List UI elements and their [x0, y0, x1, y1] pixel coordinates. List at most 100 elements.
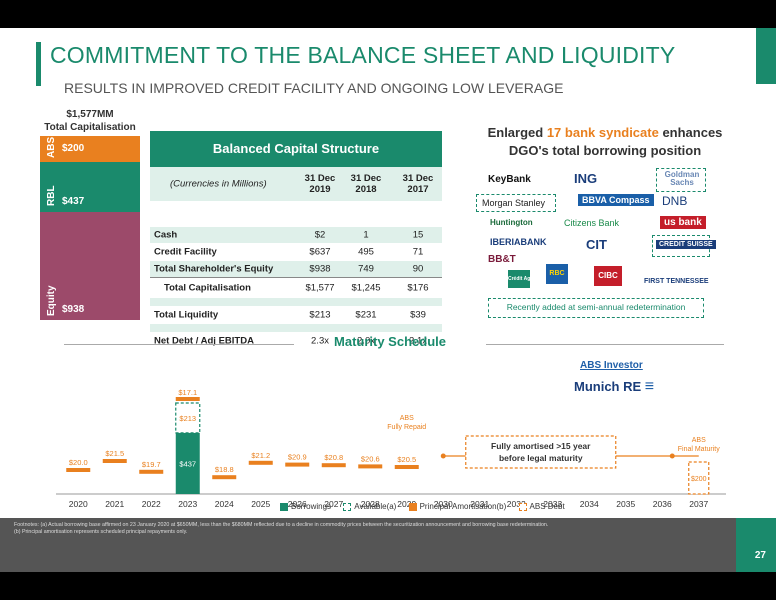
cell: 71: [412, 246, 424, 258]
bar-amortisation: [285, 462, 310, 467]
row-label: Total Shareholder's Equity: [154, 263, 274, 275]
syndicate-line1: Enlarged 17 bank syndicate enhances: [470, 124, 740, 142]
bar-amortisation: [66, 468, 91, 472]
legend-swatch-abs: [518, 502, 527, 511]
cap-segment-name: ABS: [46, 136, 57, 158]
cell: $938: [309, 263, 331, 275]
bar-label: $20.0: [69, 458, 88, 467]
x-tick-label: 2028: [361, 499, 380, 508]
added-bank-box: [656, 168, 706, 192]
bank-logo-credit-agricole: Crédit Agricole: [508, 270, 530, 288]
added-bank-box: [476, 194, 556, 212]
page-subtitle: RESULTS IN IMPROVED CREDIT FACILITY AND …: [64, 80, 564, 96]
table-units: (Currencies in Millions): [170, 178, 267, 190]
x-tick-label: 2034: [580, 499, 599, 508]
cap-segment-value: $938: [62, 304, 85, 315]
bar-amortisation: [248, 460, 273, 465]
bar-amortisation: [175, 397, 200, 401]
cell: $1,577: [305, 282, 335, 294]
bar-label: $21.5: [105, 449, 124, 458]
table-spacer: [150, 201, 442, 209]
footer-accent: [736, 518, 776, 572]
cell: $231: [355, 309, 377, 321]
x-tick-label: 2035: [616, 499, 635, 508]
row-label: Cash: [154, 229, 178, 241]
bank-logo-bbva: BBVA Compass: [578, 194, 654, 206]
recently-added-note: Recently added at semi-annual redetermin…: [488, 298, 704, 318]
x-tick-label: 2030: [434, 499, 453, 508]
row-label: Total Liquidity: [154, 309, 219, 321]
bar-label: $18.8: [215, 465, 234, 474]
abs-final-line1: ABS: [692, 437, 706, 444]
capitalisation-label: Total Capitalisation: [44, 122, 136, 133]
legend-label: Available(a): [354, 502, 397, 511]
bank-logo-cit: CIT: [586, 237, 607, 252]
cell: 2.3x: [311, 335, 329, 347]
munich-re-icon: ≡: [644, 378, 655, 395]
row-label: Net Debt / Adj EBITDA: [154, 335, 254, 347]
bank-logo-huntington: Huntington: [490, 218, 533, 227]
footnotes: Footnotes: (a) Actual borrowing base aff…: [0, 518, 776, 572]
x-tick-label: 2032: [507, 499, 526, 508]
cell: 749: [358, 263, 374, 275]
capitalisation-header: $1,577MM Total Capitalisation: [40, 108, 140, 134]
bar-amortisation: [212, 475, 237, 480]
section-rule-left: [64, 344, 294, 345]
table-row: Total Shareholder's Equity $938 749 90: [150, 261, 442, 277]
x-tick-label: 2036: [653, 499, 672, 508]
cell: $1,245: [351, 282, 381, 294]
bar-amortisation: [394, 465, 419, 469]
cell: 1: [363, 229, 369, 241]
legend-swatch-available: [343, 502, 352, 511]
cell: 15: [412, 229, 424, 241]
table-row: Total Capitalisation $1,577 $1,245 $176: [150, 278, 442, 298]
amortised-note-line1: Fully amortised >15 year: [491, 441, 591, 451]
col-label-line: 31 Dec: [304, 173, 336, 184]
bar-label: $20.9: [288, 453, 307, 462]
cell: $637: [309, 246, 331, 258]
legend-label: ABS Debt: [529, 502, 565, 511]
x-tick-label: 2026: [288, 499, 307, 508]
row-label: Credit Facility: [154, 246, 217, 258]
munich-re-text: Munich RE: [574, 379, 642, 394]
capitalisation-total: $1,577MM: [66, 109, 114, 120]
col-label-line: 2017: [407, 184, 429, 195]
timeline-dot: [669, 453, 675, 459]
table-row: Credit Facility $637 495 71: [150, 244, 442, 260]
bank-logo-first-tennessee: FIRST TENNESSEE: [644, 278, 709, 285]
table-row: Total Liquidity $213 $231 $39: [150, 306, 442, 324]
x-tick-label: 2037: [689, 499, 708, 508]
bank-logo-rbc: RBC: [546, 264, 568, 284]
x-tick-label: 2033: [543, 499, 562, 508]
bank-logo-keybank: KeyBank: [488, 174, 531, 185]
bank-logo-cibc: CIBC: [594, 266, 622, 286]
cell: $39: [410, 309, 426, 321]
bar-abs-debt: [688, 461, 710, 495]
abs-investor-label: ABS Investor: [580, 360, 643, 371]
bar-label: $19.7: [142, 460, 161, 469]
col-label-line: 31 Dec: [402, 173, 434, 184]
bar-available: [175, 402, 201, 434]
table-spacer: [150, 324, 442, 332]
maturity-chart: 2020 2021 2022 2023 2024 2025 2026 2027 2028 2029…: [56, 388, 726, 508]
cell: 2.0x: [357, 335, 375, 347]
cell: $176: [407, 282, 429, 294]
bank-logo-usbank: us bank: [660, 216, 706, 229]
bar-label: $20.5: [397, 455, 416, 464]
bar-amortisation: [321, 463, 346, 468]
x-tick-label: 2024: [215, 499, 234, 508]
x-tick-label: 2029: [397, 499, 416, 508]
bank-logo-ing: ING: [574, 171, 598, 186]
legend-label: Principal Amortisation(b): [419, 502, 507, 511]
chart-legend: Borrowings Available(a) Principal Amorti…: [270, 502, 565, 511]
cap-segment-rbl: RBL $437: [40, 162, 140, 212]
amortised-note-box: [465, 435, 617, 469]
x-tick-label: 2025: [251, 499, 270, 508]
munich-re-logo: Munich RE ≡: [574, 378, 654, 396]
page-number: 27: [754, 550, 766, 561]
bar-label: $20.6: [361, 454, 380, 463]
bar-label: $213: [179, 414, 196, 423]
table-column-header-row: (Currencies in Millions) 31 Dec 2019 31 D…: [150, 167, 442, 201]
bank-logo-dnb: DNB: [662, 194, 688, 208]
cap-segment-name: Equity: [46, 285, 57, 316]
